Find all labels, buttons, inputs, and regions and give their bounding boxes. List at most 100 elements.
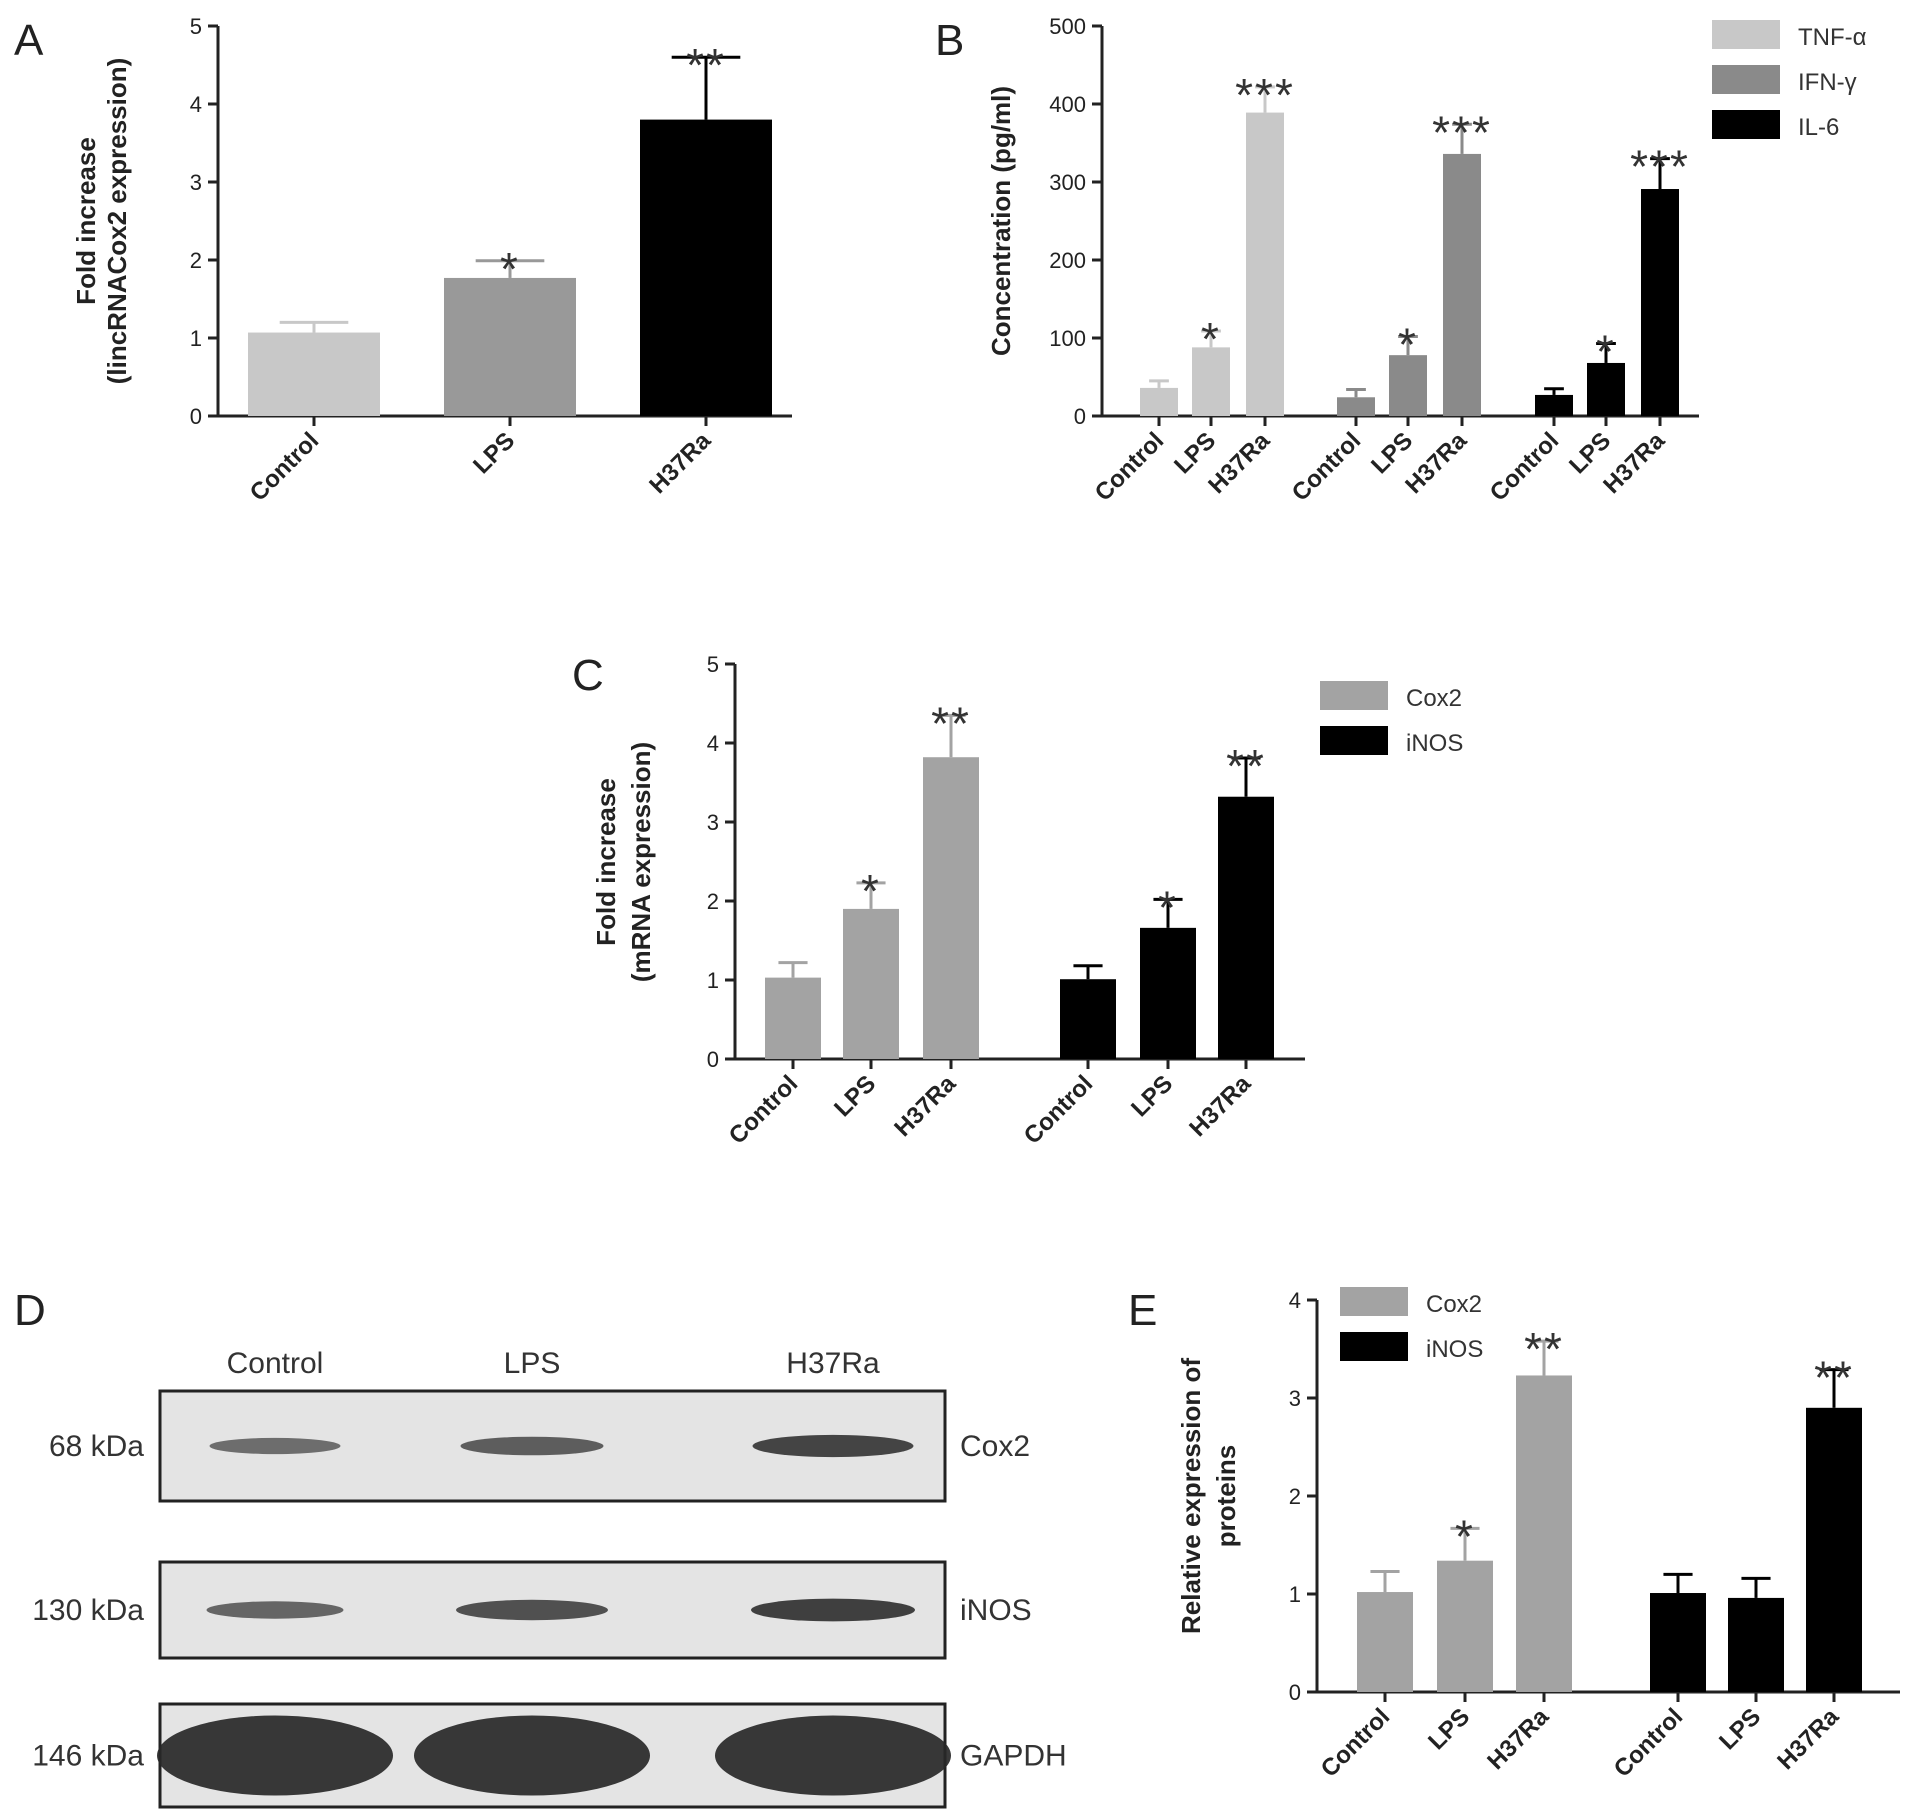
y-tick-label: 100 xyxy=(1049,326,1086,351)
y-tick-label: 400 xyxy=(1049,92,1086,117)
legend-label: Cox2 xyxy=(1426,1291,1482,1318)
bar xyxy=(1337,397,1375,416)
legend-label: Cox2 xyxy=(1406,685,1462,712)
x-tick-label: Control xyxy=(1609,1703,1688,1782)
x-tick-label: Control xyxy=(245,427,324,506)
bar xyxy=(765,977,821,1059)
significance-marker: ** xyxy=(1226,740,1266,792)
blot-band xyxy=(456,1599,608,1621)
y-tick-label: 5 xyxy=(190,14,202,39)
significance-marker: * xyxy=(861,865,881,917)
x-tick-label: H37Ra xyxy=(1203,427,1275,499)
bar xyxy=(1140,387,1178,416)
blot-row-inos: 130 kDa iNOS xyxy=(32,1560,1032,1660)
protein-label: Cox2 xyxy=(960,1430,1030,1463)
western-blot-panel: D Control LPS H37Ra 68 kDa Cox2 130 kDa iNOS 146… xyxy=(14,1286,1067,1809)
y-tick-label: 2 xyxy=(190,248,202,273)
y-tick-label: 300 xyxy=(1049,170,1086,195)
x-tick-label: H37Ra xyxy=(1772,1703,1844,1775)
y-axis-label: Fold increase xyxy=(71,137,101,305)
panel-label: B xyxy=(935,16,964,65)
blot-band xyxy=(715,1715,951,1796)
y-tick-label: 5 xyxy=(707,652,719,677)
x-tick-label: Control xyxy=(1090,427,1169,506)
lane-label: LPS xyxy=(504,1347,561,1380)
bar xyxy=(843,908,899,1059)
legend-swatch xyxy=(1340,1332,1408,1361)
x-tick-label: Control xyxy=(1019,1070,1098,1149)
x-tick-label: H37Ra xyxy=(889,1070,961,1142)
bar xyxy=(1246,112,1284,416)
legend-swatch xyxy=(1320,726,1388,755)
significance-marker: *** xyxy=(1432,106,1492,158)
y-tick-label: 1 xyxy=(1289,1582,1301,1607)
x-tick-label: H37Ra xyxy=(1400,427,1472,499)
y-tick-label: 500 xyxy=(1049,14,1086,39)
significance-marker: * xyxy=(1158,881,1178,933)
significance-marker: ** xyxy=(931,697,971,749)
blot-band xyxy=(752,1434,914,1458)
y-tick-label: 0 xyxy=(190,404,202,429)
molecular-weight-label: 130 kDa xyxy=(32,1594,144,1627)
x-tick-label: LPS xyxy=(1714,1703,1766,1755)
legend-swatch xyxy=(1712,65,1780,94)
legend-swatch xyxy=(1320,681,1388,710)
blot-band xyxy=(209,1437,341,1455)
bar xyxy=(1535,394,1573,416)
significance-marker: ** xyxy=(1524,1323,1564,1375)
significance-marker: * xyxy=(1455,1510,1475,1562)
x-tick-label: LPS xyxy=(468,427,520,479)
significance-marker: * xyxy=(1201,313,1221,365)
blot-row-gapdh: 146 kDa GAPDH xyxy=(32,1702,1067,1809)
bar xyxy=(1192,347,1230,416)
x-tick-label: H37Ra xyxy=(1482,1703,1554,1775)
bar xyxy=(1443,153,1481,417)
x-tick-label: Control xyxy=(1485,427,1564,506)
chart-panel-b: B Concentration (pg/ml) 0 100 200 300 400 500 Co… xyxy=(935,14,1867,507)
y-axis-label: Concentration (pg/ml) xyxy=(986,86,1016,356)
y-axis-label: proteins xyxy=(1211,1445,1241,1548)
bar xyxy=(1357,1592,1413,1692)
bar xyxy=(1806,1407,1862,1692)
lane-label: H37Ra xyxy=(786,1347,880,1380)
y-tick-label: 0 xyxy=(1289,1680,1301,1705)
y-tick-label: 2 xyxy=(1289,1484,1301,1509)
legend-label: iNOS xyxy=(1426,1336,1483,1363)
y-tick-label: 3 xyxy=(1289,1386,1301,1411)
legend-label: iNOS xyxy=(1406,730,1463,757)
blot-band xyxy=(460,1436,604,1456)
chart-panel-a: A Fold increase (lincRNACox2 expression) 0 1… xyxy=(14,14,792,507)
legend-swatch xyxy=(1340,1287,1408,1316)
blot-band xyxy=(206,1601,344,1619)
chart-panel-c: C Fold increase (mRNA expression) 0 1 2 3 4 5 Con… xyxy=(572,651,1463,1150)
bar xyxy=(1389,355,1427,416)
y-tick-label: 3 xyxy=(707,810,719,835)
y-tick-label: 4 xyxy=(707,731,719,756)
blot-band xyxy=(157,1715,393,1796)
bar xyxy=(1060,979,1116,1059)
panel-label: D xyxy=(14,1286,46,1335)
y-tick-label: 0 xyxy=(1074,404,1086,429)
significance-marker: * xyxy=(500,243,520,295)
blot-band xyxy=(751,1598,915,1622)
blot-row-cox2: 68 kDa Cox2 xyxy=(49,1389,1030,1503)
legend-swatch xyxy=(1712,110,1780,139)
x-tick-label: LPS xyxy=(1126,1070,1178,1122)
y-axis-label: (mRNA expression) xyxy=(626,742,656,982)
bar xyxy=(640,119,772,416)
lane-label: Control xyxy=(227,1347,324,1380)
protein-label: iNOS xyxy=(960,1594,1032,1627)
bar xyxy=(1650,1593,1706,1692)
blot-band xyxy=(414,1715,650,1796)
legend-label: IL-6 xyxy=(1798,114,1839,141)
x-tick-label: H37Ra xyxy=(1598,427,1670,499)
bar xyxy=(1218,796,1274,1059)
legend-label: IFN-γ xyxy=(1798,69,1857,96)
bar xyxy=(1587,362,1625,416)
significance-marker: ** xyxy=(686,39,726,91)
bar xyxy=(1140,927,1196,1059)
bar xyxy=(1728,1597,1784,1692)
bar xyxy=(1641,189,1679,416)
panel-label: A xyxy=(14,16,44,65)
